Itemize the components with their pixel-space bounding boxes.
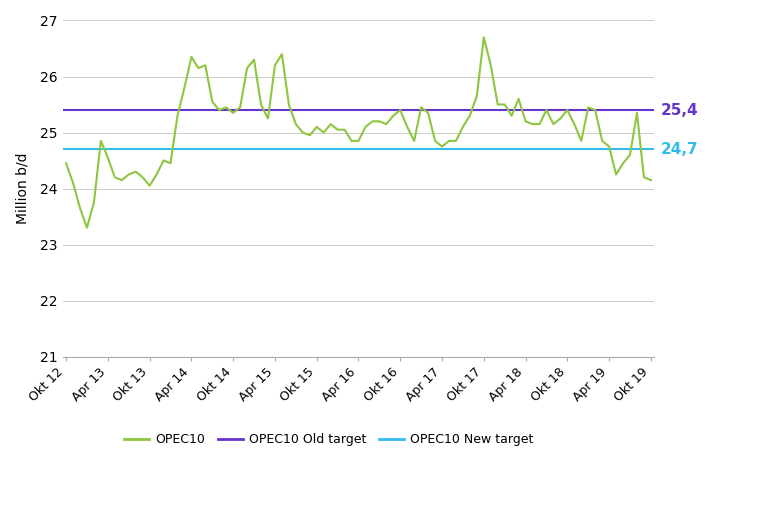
Text: 24,7: 24,7 (660, 142, 698, 157)
Text: 25,4: 25,4 (660, 103, 698, 117)
Y-axis label: Million b/d: Million b/d (15, 153, 29, 224)
Legend: OPEC10, OPEC10 Old target, OPEC10 New target: OPEC10, OPEC10 Old target, OPEC10 New ta… (119, 428, 539, 451)
